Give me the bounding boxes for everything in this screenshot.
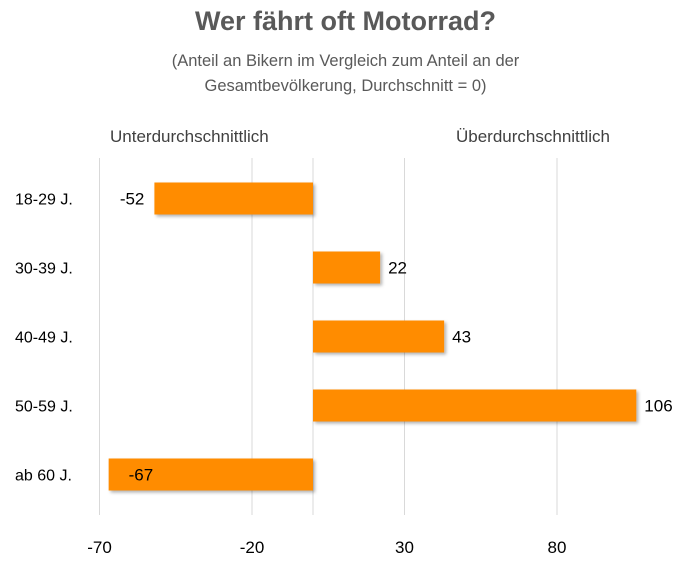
x-tick-label: -20 bbox=[240, 538, 265, 557]
category-label: 30-39 J. bbox=[15, 261, 73, 278]
category-label: 18-29 J. bbox=[15, 192, 73, 209]
bar bbox=[313, 389, 637, 422]
value-label: 22 bbox=[388, 259, 407, 278]
category-label: 50-59 J. bbox=[15, 399, 73, 416]
value-labels: -52 22 43 106 -67 bbox=[120, 190, 673, 485]
subtitle-line-2: Gesamtbevölkerung, Durchschnitt = 0) bbox=[204, 77, 487, 95]
subtitle-line-1: (Anteil an Bikern im Vergleich zum Antei… bbox=[171, 52, 520, 70]
below-average-label: Unterdurchschnittlich bbox=[110, 127, 269, 146]
value-label: -52 bbox=[120, 190, 145, 209]
bar bbox=[313, 320, 445, 353]
chart-title: Wer fährt oft Motorrad? bbox=[195, 6, 496, 36]
chart-subtitle: (Anteil an Bikern im Vergleich zum Antei… bbox=[60, 49, 631, 99]
value-label: 43 bbox=[452, 328, 471, 347]
bars bbox=[108, 182, 637, 491]
category-label: 40-49 J. bbox=[15, 330, 73, 347]
x-tick-label: 30 bbox=[395, 538, 414, 557]
bar bbox=[313, 251, 381, 284]
x-tick-label: 80 bbox=[548, 538, 567, 557]
category-labels: 18-29 J. 30-39 J. 40-49 J. 50-59 J. ab 60 J. bbox=[15, 192, 73, 485]
category-label: ab 60 J. bbox=[15, 468, 72, 485]
x-tick-labels: -70 -20 30 80 bbox=[87, 538, 566, 557]
x-tick-label: -70 bbox=[87, 538, 112, 557]
above-average-label: Überdurchschnittlich bbox=[456, 127, 611, 146]
value-label: 106 bbox=[644, 397, 672, 416]
bar bbox=[154, 182, 313, 215]
bar bbox=[108, 458, 314, 491]
value-label: -67 bbox=[129, 466, 154, 485]
gridlines bbox=[99, 158, 558, 515]
